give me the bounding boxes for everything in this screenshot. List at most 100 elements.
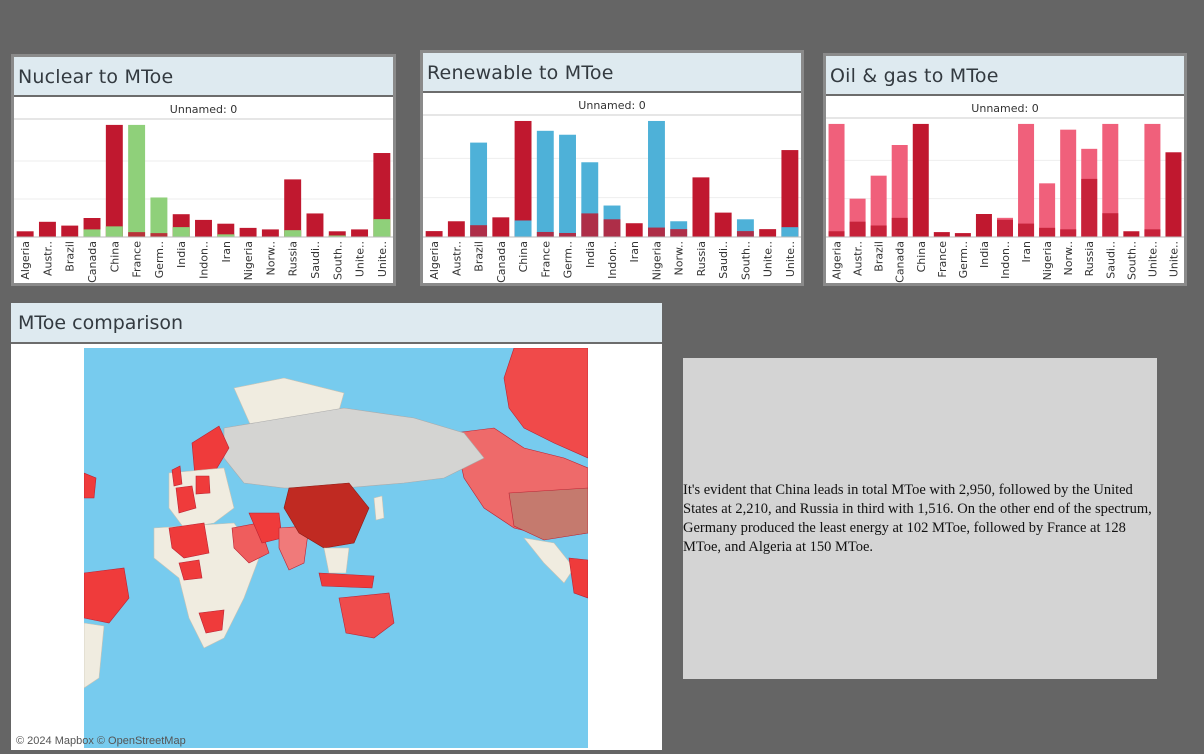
nuclear-bar-total[interactable]: [284, 179, 302, 237]
oilgas-bar-total[interactable]: [954, 233, 971, 237]
oilgas-bar-total[interactable]: [828, 231, 845, 237]
nuclear-category-label: China: [108, 241, 121, 272]
oilgas-bar-component[interactable]: [1102, 123, 1119, 237]
oilgas-bar-component[interactable]: [891, 145, 908, 237]
oilgas-bar-component[interactable]: [1144, 123, 1161, 237]
renewable-bar-component[interactable]: [536, 130, 554, 237]
oilgas-bar-total[interactable]: [1060, 229, 1077, 237]
nuclear-bar-total[interactable]: [195, 219, 212, 237]
nuclear-category-label: Brazil: [64, 241, 77, 272]
oilgas-category-label: China: [915, 241, 928, 272]
nuclear-bar-component-base[interactable]: [373, 219, 391, 237]
nuclear-category-label: South..: [331, 241, 344, 280]
oilgas-chart-title: Oil & gas to MToe: [826, 56, 1184, 96]
renewable-bar-total[interactable]: [581, 213, 599, 237]
summary-text: It's evident that China leads in total M…: [683, 481, 1152, 555]
land-australia: [338, 592, 395, 639]
renewable-bar-total[interactable]: [603, 219, 621, 237]
oilgas-bar-total[interactable]: [933, 232, 950, 237]
oilgas-bar-total[interactable]: [1144, 229, 1161, 237]
oilgas-bar-total[interactable]: [870, 225, 887, 238]
land-left-west: [84, 472, 97, 499]
oilgas-bar-component[interactable]: [1018, 123, 1035, 237]
renewable-bar-total[interactable]: [670, 229, 688, 237]
renewable-bar-total[interactable]: [781, 150, 799, 237]
nuclear-bar-total[interactable]: [150, 233, 168, 237]
nuclear-bar-total[interactable]: [16, 231, 34, 237]
oilgas-bar-total[interactable]: [912, 123, 929, 237]
oilgas-category-label: Unite..: [1167, 241, 1180, 277]
renewable-bar-component[interactable]: [470, 142, 488, 237]
oilgas-bar-component[interactable]: [828, 123, 845, 237]
nuclear-bar-total[interactable]: [128, 232, 146, 237]
renewable-bar-component-base[interactable]: [514, 220, 532, 237]
oilgas-bar-total[interactable]: [891, 217, 908, 237]
oilgas-category-label: Saudi..: [1104, 241, 1117, 279]
renewable-bar-total[interactable]: [759, 229, 777, 237]
nuclear-bar-component[interactable]: [128, 124, 146, 237]
nuclear-bar-total[interactable]: [239, 227, 257, 237]
nuclear-bar-total[interactable]: [38, 221, 56, 237]
nuclear-category-label: Nigeria: [242, 241, 255, 280]
oilgas-bar-total[interactable]: [996, 219, 1014, 237]
renewable-bar-total[interactable]: [470, 225, 488, 237]
renewable-bar-total[interactable]: [447, 221, 465, 237]
oilgas-bar-total[interactable]: [975, 214, 992, 237]
oilgas-bar-total[interactable]: [1018, 223, 1035, 237]
oilgas-bar-total[interactable]: [1081, 178, 1098, 237]
map-attribution[interactable]: © 2024 Mapbox © OpenStreetMap: [16, 735, 186, 747]
renewable-bar-total[interactable]: [559, 232, 576, 237]
renewable-bar-total[interactable]: [425, 231, 443, 237]
renewable-bar-total[interactable]: [625, 223, 643, 237]
nuclear-bar-total[interactable]: [306, 213, 324, 237]
renewable-bar-total[interactable]: [648, 227, 665, 237]
nuclear-bar-total[interactable]: [373, 153, 391, 237]
renewable-category-label: Saudi..: [717, 241, 730, 279]
renewable-bar-total[interactable]: [736, 231, 754, 237]
oilgas-bar-total[interactable]: [849, 221, 866, 237]
renewable-bar-total[interactable]: [714, 212, 732, 237]
nuclear-bar-total[interactable]: [261, 229, 279, 237]
nuclear-bar-total[interactable]: [61, 225, 79, 237]
renewable-bar-total[interactable]: [492, 217, 510, 237]
renewable-bar-total[interactable]: [514, 120, 532, 237]
renewable-bar-component[interactable]: [559, 134, 576, 237]
oilgas-bar-total[interactable]: [1102, 213, 1119, 237]
land-nigeria: [178, 559, 203, 581]
nuclear-bar-component-base[interactable]: [328, 235, 346, 237]
oilgas-bar-total[interactable]: [1123, 231, 1140, 237]
renewable-bar-total[interactable]: [692, 177, 710, 237]
nuclear-bar-component-base[interactable]: [217, 234, 235, 237]
world-map[interactable]: [84, 348, 588, 748]
renewable-bar-component-base[interactable]: [781, 227, 799, 237]
land-right-sa: [568, 557, 588, 599]
renewable-bar-total[interactable]: [536, 231, 554, 237]
world-map-panel[interactable]: © 2024 Mapbox © OpenStreetMap: [11, 344, 662, 750]
oilgas-category-label: Nigeria: [1041, 241, 1054, 280]
nuclear-category-label: India: [175, 241, 188, 268]
renewable-category-label: Iran: [628, 241, 641, 263]
oilgas-category-label: South..: [1125, 241, 1138, 280]
nuclear-bar-total[interactable]: [351, 229, 369, 237]
oilgas-bar-component[interactable]: [870, 175, 887, 237]
nuclear-bar-total[interactable]: [328, 231, 346, 237]
nuclear-bar-component-base[interactable]: [284, 230, 302, 237]
land-se-asia: [323, 547, 350, 574]
map-title: MToe comparison: [11, 303, 662, 344]
nuclear-bar-total[interactable]: [217, 223, 235, 237]
nuclear-bar-component[interactable]: [150, 197, 168, 237]
oilgas-bar-component[interactable]: [1060, 129, 1077, 237]
nuclear-bar-component-base[interactable]: [83, 229, 101, 237]
land-mexico: [523, 537, 575, 584]
nuclear-bar-component-base[interactable]: [105, 226, 123, 237]
nuclear-chart-title: Nuclear to MToe: [14, 57, 393, 97]
nuclear-bar-component-base[interactable]: [172, 227, 190, 237]
renewable-category-label: Canada: [495, 241, 508, 283]
renewable-bar-chart: Unnamed: 0 Algeria Austr.. Brazil Canada Chin…: [423, 99, 801, 283]
oilgas-bar-total[interactable]: [1165, 152, 1182, 237]
oilgas-bar-total[interactable]: [1039, 227, 1056, 237]
land-brazil: [84, 567, 130, 624]
renewable-bar-component[interactable]: [648, 120, 665, 237]
nuclear-bar-total[interactable]: [105, 124, 123, 237]
oilgas-bar-component[interactable]: [1039, 183, 1056, 237]
